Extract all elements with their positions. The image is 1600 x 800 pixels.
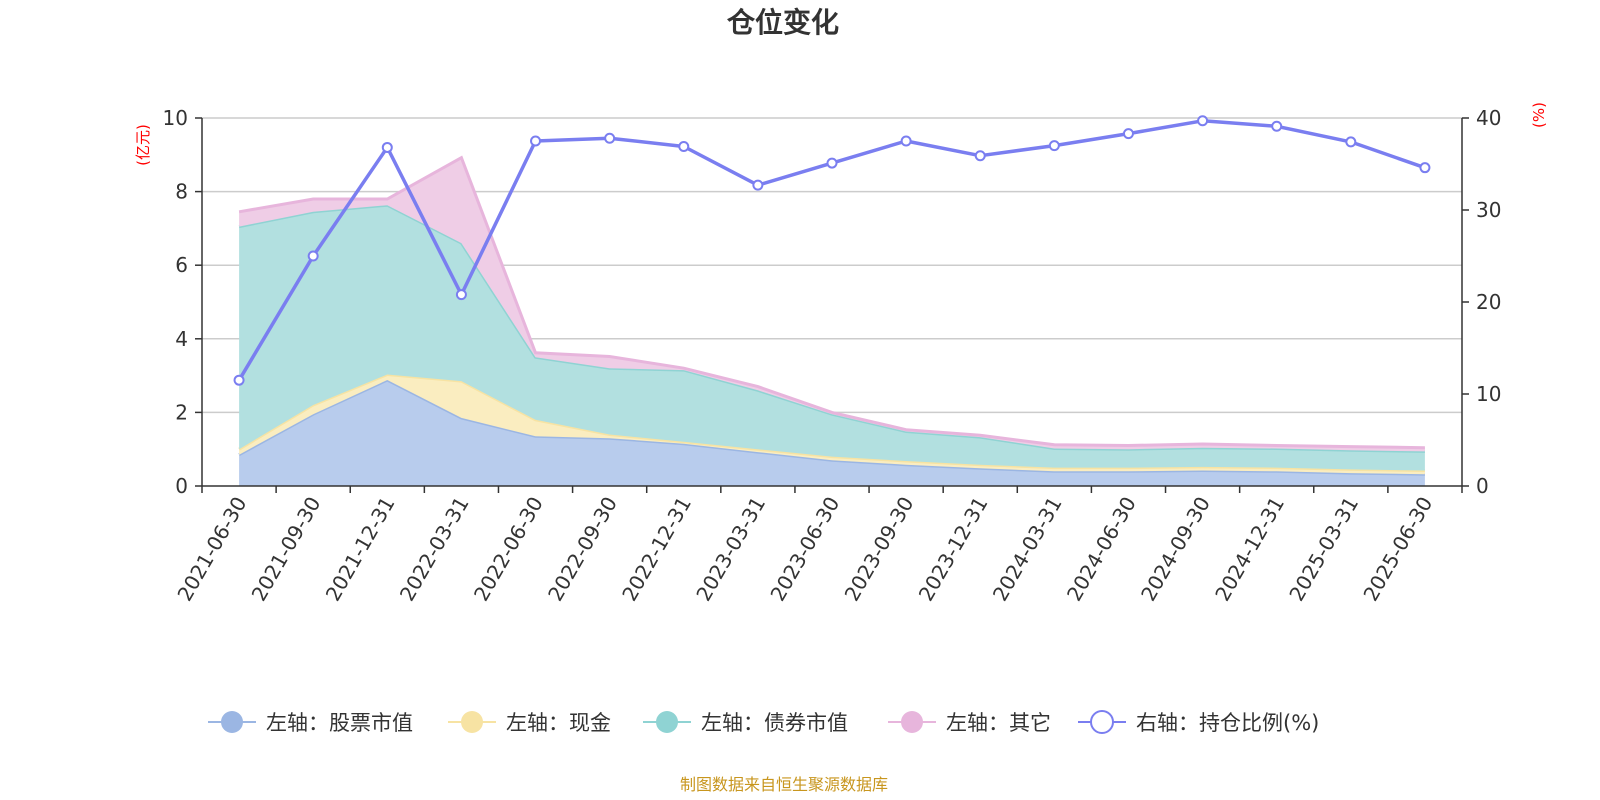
left-tick-label: 10 bbox=[163, 106, 188, 130]
legend-marker bbox=[221, 711, 243, 733]
ratio-point bbox=[1122, 128, 1134, 140]
legend-item-3: 左轴：债券市值 bbox=[643, 711, 848, 735]
left-tick-label: 4 bbox=[175, 327, 188, 351]
left-tick-label: 0 bbox=[175, 474, 188, 498]
ratio-point bbox=[530, 135, 542, 147]
area-series-3 bbox=[239, 205, 1425, 471]
chart-title: 仓位变化 bbox=[727, 6, 839, 39]
x-tick-label: 2025-03-31 bbox=[1284, 493, 1363, 606]
x-tick-label: 2021-12-31 bbox=[321, 493, 400, 606]
ratio-point bbox=[1048, 140, 1060, 152]
ratio-point bbox=[1345, 136, 1357, 148]
left-axis-unit: (亿元) bbox=[134, 124, 152, 166]
legend-label: 左轴：债券市值 bbox=[701, 711, 848, 735]
x-tick-label: 2022-09-30 bbox=[543, 493, 622, 606]
stacked-areas bbox=[238, 155, 1425, 486]
legend-label: 左轴：其它 bbox=[946, 711, 1051, 735]
x-tick-label: 2025-06-30 bbox=[1358, 493, 1437, 606]
legend-label: 右轴：持仓比例(%) bbox=[1136, 711, 1319, 735]
left-tick-label: 6 bbox=[175, 253, 188, 277]
ratio-point bbox=[307, 250, 319, 262]
legend-marker bbox=[461, 711, 483, 733]
x-tick-label: 2023-09-30 bbox=[840, 493, 919, 606]
area-edge-series-4 bbox=[238, 155, 1425, 450]
legend-item-2: 左轴：现金 bbox=[448, 711, 611, 735]
x-tick-label: 2022-06-30 bbox=[469, 493, 548, 606]
ratio-point bbox=[1197, 115, 1209, 127]
right-axis-unit: (%) bbox=[1530, 102, 1548, 128]
ratio-point bbox=[900, 135, 912, 147]
right-tick-label: 0 bbox=[1476, 474, 1489, 498]
x-tick-label: 2021-06-30 bbox=[172, 493, 251, 606]
x-tick-label: 2022-03-31 bbox=[395, 492, 474, 605]
x-tick-label: 2022-12-31 bbox=[617, 493, 696, 606]
ratio-point bbox=[678, 141, 690, 153]
ratio-point bbox=[752, 179, 764, 191]
legend-label: 左轴：现金 bbox=[506, 711, 611, 735]
x-tick-label: 2024-03-31 bbox=[988, 493, 1067, 606]
ratio-point bbox=[233, 374, 245, 386]
ratio-point bbox=[1419, 162, 1431, 174]
x-tick-label: 2021-09-30 bbox=[247, 493, 326, 606]
left-tick-label: 8 bbox=[175, 180, 188, 204]
right-tick-label: 30 bbox=[1476, 198, 1501, 222]
ratio-point bbox=[604, 132, 616, 144]
right-tick-label: 20 bbox=[1476, 290, 1501, 314]
ratio-point bbox=[455, 289, 467, 301]
legend-marker bbox=[1090, 710, 1114, 734]
ratio-line bbox=[233, 115, 1431, 386]
legend-item-5: 右轴：持仓比例(%) bbox=[1078, 710, 1319, 735]
area-series-1 bbox=[239, 380, 1425, 486]
legend-item-1: 左轴：股票市值 bbox=[208, 711, 413, 735]
x-tick-label: 2024-09-30 bbox=[1136, 493, 1215, 606]
legend-item-4: 左轴：其它 bbox=[888, 711, 1051, 735]
x-tick-label: 2023-12-31 bbox=[914, 493, 993, 606]
x-tick-label: 2023-03-31 bbox=[691, 493, 770, 606]
x-tick-label: 2024-12-31 bbox=[1210, 493, 1289, 606]
ratio-point bbox=[974, 150, 986, 162]
x-tick-label: 2024-06-30 bbox=[1062, 493, 1141, 606]
ratio-point bbox=[1271, 120, 1283, 132]
ratio-point bbox=[381, 141, 393, 153]
right-tick-label: 40 bbox=[1476, 106, 1501, 130]
right-tick-label: 10 bbox=[1476, 382, 1501, 406]
legend-label: 左轴：股票市值 bbox=[266, 711, 413, 735]
legend-marker bbox=[656, 711, 678, 733]
x-tick-label: 2023-06-30 bbox=[765, 493, 844, 606]
left-tick-label: 2 bbox=[175, 400, 188, 424]
legend-marker bbox=[901, 711, 923, 733]
data-source: 制图数据来自恒生聚源数据库 bbox=[680, 775, 888, 794]
legend: 左轴：股票市值 左轴：现金 左轴：债券市值 左轴：其它 右轴：持仓比例(%) bbox=[208, 710, 1319, 735]
ratio-point bbox=[826, 157, 838, 169]
